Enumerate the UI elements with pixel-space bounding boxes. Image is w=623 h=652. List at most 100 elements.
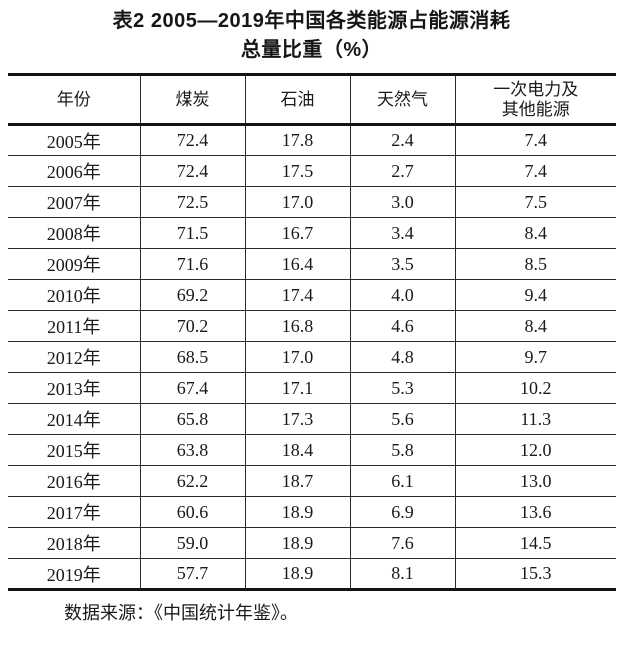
coal-cell: 69.2 xyxy=(139,279,245,311)
gas-cell: 3.5 xyxy=(349,248,455,280)
electricity-other-cell: 9.7 xyxy=(454,341,616,373)
electricity-other-cell: 8.5 xyxy=(454,248,616,280)
header-row: 年份 煤炭 石油 天然气 一次电力及 其他能源 xyxy=(8,74,616,126)
coal-cell: 62.2 xyxy=(139,465,245,497)
oil-cell: 17.4 xyxy=(244,279,350,311)
column-header-year: 年份 xyxy=(8,74,140,126)
table-title: 表2 2005—2019年中国各类能源占能源消耗 总量比重（%） xyxy=(0,0,623,65)
gas-cell: 2.7 xyxy=(349,155,455,187)
coal-cell: 70.2 xyxy=(139,310,245,342)
table-row: 2019年 57.7 18.9 8.1 15.3 xyxy=(8,558,616,590)
column-header-electricity-other: 一次电力及 其他能源 xyxy=(454,74,616,126)
table-row: 2013年 67.4 17.1 5.3 10.2 xyxy=(8,372,616,404)
gas-cell: 6.9 xyxy=(349,496,455,528)
table-row: 2009年 71.6 16.4 3.5 8.5 xyxy=(8,248,616,280)
oil-cell: 17.0 xyxy=(244,186,350,218)
gas-cell: 5.6 xyxy=(349,403,455,435)
coal-cell: 71.6 xyxy=(139,248,245,280)
year-cell: 2010年 xyxy=(8,279,140,311)
table-row: 2016年 62.2 18.7 6.1 13.0 xyxy=(8,465,616,497)
table-row: 2010年 69.2 17.4 4.0 9.4 xyxy=(8,279,616,311)
gas-cell: 2.4 xyxy=(349,124,455,156)
electricity-other-cell: 14.5 xyxy=(454,527,616,559)
table-row: 2014年 65.8 17.3 5.6 11.3 xyxy=(8,403,616,435)
table-row: 2015年 63.8 18.4 5.8 12.0 xyxy=(8,434,616,466)
table-body: 2005年 72.4 17.8 2.4 7.4 2006年 72.4 17.5 … xyxy=(8,124,616,590)
year-cell: 2012年 xyxy=(8,341,140,373)
year-cell: 2008年 xyxy=(8,217,140,249)
coal-cell: 72.4 xyxy=(139,124,245,156)
table-row: 2011年 70.2 16.8 4.6 8.4 xyxy=(8,310,616,342)
oil-cell: 18.9 xyxy=(244,496,350,528)
electricity-other-cell: 13.6 xyxy=(454,496,616,528)
gas-cell: 7.6 xyxy=(349,527,455,559)
oil-cell: 18.7 xyxy=(244,465,350,497)
coal-cell: 57.7 xyxy=(139,558,245,590)
gas-cell: 4.8 xyxy=(349,341,455,373)
column-header-coal: 煤炭 xyxy=(139,74,245,126)
oil-cell: 17.8 xyxy=(244,124,350,156)
coal-cell: 67.4 xyxy=(139,372,245,404)
coal-cell: 60.6 xyxy=(139,496,245,528)
electricity-other-cell: 8.4 xyxy=(454,310,616,342)
electricity-other-cell: 7.5 xyxy=(454,186,616,218)
gas-cell: 5.3 xyxy=(349,372,455,404)
electricity-other-cell: 7.4 xyxy=(454,124,616,156)
column-header-gas: 天然气 xyxy=(349,74,455,126)
table-title-line1: 表2 2005—2019年中国各类能源占能源消耗 xyxy=(112,10,511,32)
coal-cell: 68.5 xyxy=(139,341,245,373)
coal-cell: 65.8 xyxy=(139,403,245,435)
coal-cell: 72.5 xyxy=(139,186,245,218)
year-cell: 2005年 xyxy=(46,131,101,152)
electricity-other-cell: 13.0 xyxy=(454,465,616,497)
year-cell: 2015年 xyxy=(8,434,140,466)
data-source-note: 数据来源：《中国统计年鉴》。 xyxy=(64,603,298,623)
gas-cell: 4.0 xyxy=(349,279,455,311)
table-row: 2008年 71.5 16.7 3.4 8.4 xyxy=(8,217,616,249)
electricity-other-cell: 12.0 xyxy=(454,434,616,466)
electricity-other-cell: 7.4 xyxy=(454,155,616,187)
coal-cell: 59.0 xyxy=(139,527,245,559)
electricity-other-cell: 15.3 xyxy=(454,558,616,590)
year-cell: 2018年 xyxy=(8,527,140,559)
year-cell: 2019年 xyxy=(8,558,140,590)
table-row: 2012年 68.5 17.0 4.8 9.7 xyxy=(8,341,616,373)
gas-cell: 6.1 xyxy=(349,465,455,497)
year-cell: 2014年 xyxy=(8,403,140,435)
coal-cell: 71.5 xyxy=(139,217,245,249)
oil-cell: 18.9 xyxy=(244,527,350,559)
gas-cell: 4.6 xyxy=(349,310,455,342)
energy-share-table: 年份 煤炭 石油 天然气 一次电力及 其他能源 2005年 72.4 17.8 … xyxy=(8,73,616,591)
electricity-other-cell: 11.3 xyxy=(454,403,616,435)
coal-cell: 63.8 xyxy=(139,434,245,466)
table-row: 2017年 60.6 18.9 6.9 13.6 xyxy=(8,496,616,528)
table-container: 年份 煤炭 石油 天然气 一次电力及 其他能源 2005年 72.4 17.8 … xyxy=(8,73,616,591)
oil-cell: 16.8 xyxy=(244,310,350,342)
oil-cell: 18.4 xyxy=(244,434,350,466)
column-header-oil: 石油 xyxy=(244,74,350,126)
table-title-line2: 总量比重（%） xyxy=(240,39,383,61)
year-cell: 2006年 xyxy=(8,155,140,187)
gas-cell: 8.1 xyxy=(349,558,455,590)
table-row: 2018年 59.0 18.9 7.6 14.5 xyxy=(8,527,616,559)
year-cell: 2016年 xyxy=(8,465,140,497)
gas-cell: 5.8 xyxy=(349,434,455,466)
year-cell: 2017年 xyxy=(8,496,140,528)
year-cell: 2011年 xyxy=(8,310,140,342)
gas-cell: 3.0 xyxy=(349,186,455,218)
table-header: 年份 煤炭 石油 天然气 一次电力及 其他能源 xyxy=(8,74,616,126)
year-cell: 2013年 xyxy=(8,372,140,404)
oil-cell: 17.0 xyxy=(244,341,350,373)
electricity-other-cell: 8.4 xyxy=(454,217,616,249)
oil-cell: 16.4 xyxy=(244,248,350,280)
oil-cell: 17.3 xyxy=(244,403,350,435)
oil-cell: 17.5 xyxy=(244,155,350,187)
oil-cell: 17.1 xyxy=(244,372,350,404)
oil-cell: 16.7 xyxy=(244,217,350,249)
year-cell: 2009年 xyxy=(8,248,140,280)
oil-cell: 18.9 xyxy=(244,558,350,590)
electricity-other-cell: 10.2 xyxy=(454,372,616,404)
gas-cell: 3.4 xyxy=(349,217,455,249)
year-cell: 2007年 xyxy=(8,186,140,218)
